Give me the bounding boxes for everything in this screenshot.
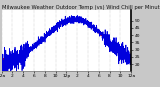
Text: Milwaukee Weather Outdoor Temp (vs) Wind Chill per Minute (Last 24 Hours): Milwaukee Weather Outdoor Temp (vs) Wind… bbox=[2, 5, 160, 10]
